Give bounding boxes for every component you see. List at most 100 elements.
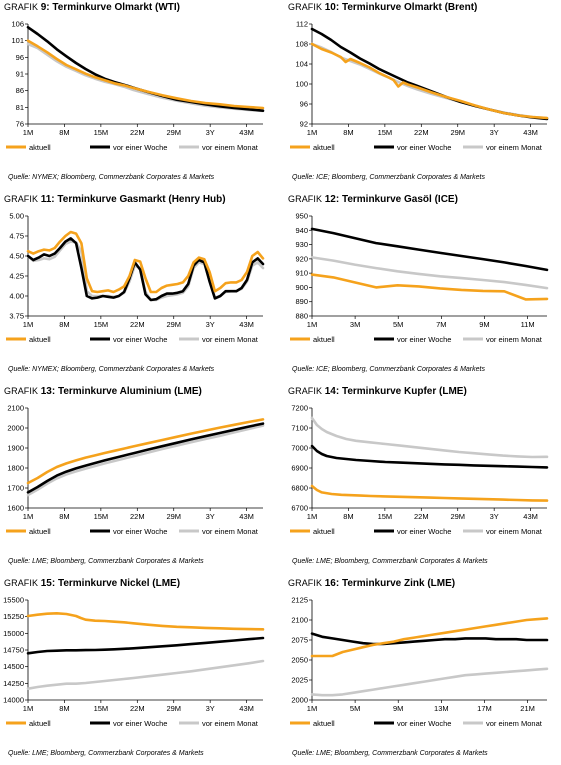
series-line-vor-einem-monat [26,659,265,690]
y-tick-label: 2050 [291,656,308,665]
y-tick-label: 6700 [291,504,308,513]
x-tick-label: 8M [59,320,69,329]
y-tick-label: 101 [11,36,24,45]
legend-label: aktuell [313,719,335,728]
legend-label: vor einem Monat [486,719,543,728]
x-tick-label: 22M [414,512,429,521]
y-tick-label: 7200 [291,404,308,413]
legend-label: aktuell [313,143,335,152]
y-tick-label: 81 [16,103,24,112]
series-line-vor-einem-monat [26,424,265,497]
x-tick-label: 1M [23,128,33,137]
series-line-vor-einer-woche [310,27,549,121]
chart-svg: 3.75 4.00 4.25 4.50 4.75 5.00 1M 8M 15M 22M 29M 3Y 4… [6,212,265,344]
y-tick-label: 91 [16,70,24,79]
x-tick-label: 15M [94,320,109,329]
y-tick-label: 4.50 [9,252,24,261]
chart-source: Quelle: LME; Bloomberg, Commerzbank Corp… [292,558,488,565]
chart-title: GRAFIK 15: Terminkurve Nickel (LME) [4,578,180,589]
x-tick-label: 15M [94,512,109,521]
chart-title-text: Terminkurve Nickel (LME) [57,578,181,589]
x-tick-label: 7M [436,320,446,329]
chart-title-prefix: GRAFIK [4,2,41,12]
chart-title-prefix: GRAFIK [4,386,41,396]
y-tick-label: 14750 [3,646,24,655]
x-tick-label: 43M [523,128,538,137]
y-tick-label: 1700 [7,484,24,493]
y-tick-label: 930 [295,240,308,249]
x-tick-label: 22M [130,320,145,329]
x-tick-label: 8M [59,128,69,137]
chart-panel: GRAFIK 9: Terminkurve Olmarkt (WTI) 76 81 8… [4,2,269,188]
y-tick-label: 3.75 [9,312,24,321]
chart-title-text: Terminkurve Aluminium (LME) [57,386,202,397]
legend-label: vor einem Monat [486,527,543,536]
y-tick-label: 106 [11,20,24,29]
chart-svg: 14000 14250 14500 14750 15000 15250 15500 1M 8M 1… [3,596,265,728]
chart-svg: 76 81 86 91 96 101 106 1M 8M 15M 22M 29M 3Y 43M aktuel… [6,20,265,152]
y-tick-label: 2100 [7,404,24,413]
chart-title: GRAFIK 14: Terminkurve Kupfer (LME) [288,386,467,397]
legend-label: vor einer Woche [113,335,167,344]
y-tick-label: 5.00 [9,212,24,221]
chart-title-text: Terminkurve Kupfer (LME) [341,386,467,397]
y-tick-label: 86 [16,86,24,95]
y-tick-label: 940 [295,226,308,235]
y-tick-label: 7000 [291,444,308,453]
x-tick-label: 5M [350,704,360,713]
series-line-vor-einem-monat [310,256,549,290]
chart-source: Quelle: ICE; Bloomberg, Commerzbank Corp… [292,174,485,181]
chart-title-number: 14: [324,386,342,397]
chart-svg: 6700 6800 6900 7000 7100 7200 1M 8M 15M 22M 29M 3Y 4… [290,404,549,536]
x-tick-label: 3Y [206,128,215,137]
chart-panel: GRAFIK 10: Terminkurve Olmarkt (Brent) 92… [288,2,553,188]
legend-label: vor einer Woche [397,335,451,344]
legend-label: vor einer Woche [397,719,451,728]
chart-title-number: 12: [324,194,342,205]
x-tick-label: 8M [343,128,353,137]
y-tick-label: 92 [300,120,308,129]
y-tick-label: 2000 [7,424,24,433]
chart-title-prefix: GRAFIK [288,386,325,396]
series-line-aktuell [26,230,265,294]
chart-source: Quelle: NYMEX; Bloomberg, Commerzbank Co… [8,366,215,373]
x-tick-label: 1M [23,704,33,713]
x-tick-label: 22M [414,128,429,137]
chart-panel: GRAFIK 11: Terminkurve Gasmarkt (Henry H… [4,194,269,380]
y-tick-label: 96 [16,53,24,62]
y-tick-label: 1600 [7,504,24,513]
series-line-aktuell [310,273,549,301]
chart-title-prefix: GRAFIK [288,2,325,12]
x-tick-label: 29M [166,320,181,329]
chart-panel: GRAFIK 13: Terminkurve Aluminium (LME) 16… [4,386,269,572]
chart-source: Quelle: LME; Bloomberg, Commerzbank Corp… [8,558,204,565]
legend-label: vor einem Monat [202,335,259,344]
x-tick-label: 22M [130,704,145,713]
y-tick-label: 96 [300,100,308,109]
y-tick-label: 910 [295,269,308,278]
series-line-vor-einer-woche [310,444,549,469]
legend-label: aktuell [29,335,51,344]
legend-label: vor einer Woche [397,143,451,152]
y-tick-label: 6800 [291,484,308,493]
chart-title: GRAFIK 10: Terminkurve Olmarkt (Brent) [288,2,477,13]
x-tick-label: 21M [520,704,535,713]
x-tick-label: 3Y [206,320,215,329]
chart-svg: 880 890 900 910 920 930 940 950 1M 3M 5M 7M 9M 11M akt… [290,212,549,344]
y-tick-label: 14250 [3,679,24,688]
x-tick-label: 11M [521,320,535,329]
chart-source: Quelle: LME; Bloomberg, Commerzbank Corp… [8,750,204,757]
series-line-vor-einer-woche [26,237,265,302]
x-tick-label: 43M [239,512,254,521]
chart-title-text: Terminkurve Olmarkt (WTI) [52,2,181,13]
y-tick-label: 76 [16,120,24,129]
y-tick-label: 2100 [291,616,308,625]
series-line-vor-einer-woche [26,422,265,494]
x-tick-label: 1M [23,512,33,521]
x-tick-label: 1M [307,704,317,713]
series-line-vor-einer-woche [310,227,549,272]
x-tick-label: 43M [239,320,254,329]
series-line-aktuell [26,39,265,110]
x-tick-label: 15M [94,704,109,713]
x-tick-label: 15M [378,512,393,521]
